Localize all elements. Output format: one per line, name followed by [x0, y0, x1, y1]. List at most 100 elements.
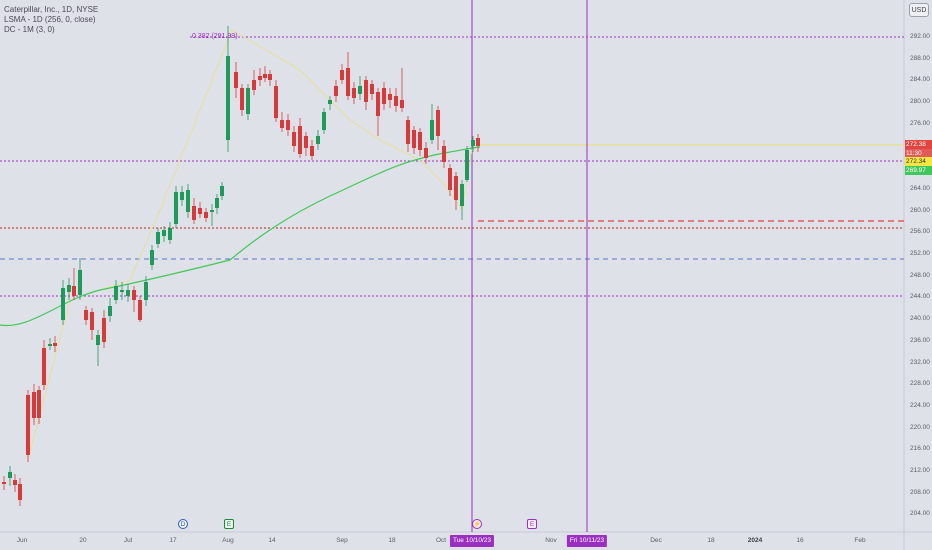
candle-body	[96, 335, 100, 345]
candle-body	[72, 286, 76, 296]
candle-body	[465, 150, 469, 180]
candle-body	[316, 136, 320, 144]
candle-body	[376, 92, 380, 116]
candle-body	[352, 88, 356, 98]
price-tick-label: 204.00	[910, 510, 930, 518]
currency-button[interactable]: USD	[909, 3, 929, 17]
candle-body	[358, 86, 362, 94]
candle-body	[215, 198, 219, 208]
time-tick-label: Feb	[854, 537, 866, 544]
candle-body	[162, 230, 166, 236]
price-tick-label: 264.00	[910, 184, 930, 192]
candle-body	[418, 132, 422, 150]
time-tick-label: 17	[169, 537, 177, 544]
candle-body	[304, 136, 308, 148]
marker-date-label: Fri 10/11/23	[566, 535, 608, 547]
candle-body	[258, 76, 262, 80]
earnings-upcoming-icon[interactable]: E	[527, 519, 537, 529]
indicator-dc[interactable]: DC - 1M (3, 0)	[4, 25, 55, 34]
candle-body	[412, 130, 416, 148]
candle-body	[406, 120, 410, 144]
dc-value-label: 269.97	[905, 166, 932, 175]
candle-body	[382, 88, 386, 104]
time-tick-label: Jun	[16, 537, 28, 544]
candle-body	[204, 212, 208, 218]
candle-body	[48, 344, 52, 346]
donchian-upper-line	[27, 29, 479, 461]
candle-body	[476, 138, 480, 146]
candle-body	[454, 176, 458, 200]
price-tick-label: 216.00	[910, 445, 930, 453]
indicator-lsma[interactable]: LSMA - 1D (256, 0, close)	[4, 15, 96, 24]
lsma-value-label: 272.34	[905, 157, 932, 166]
price-tick-label: 240.00	[910, 315, 930, 323]
candle-body	[322, 112, 326, 130]
candle-body	[298, 126, 302, 154]
candle-body	[102, 318, 106, 342]
time-tick-label: Aug	[222, 537, 234, 544]
price-tick-label: 224.00	[910, 401, 930, 409]
candle-body	[310, 146, 314, 156]
candle-body	[400, 100, 404, 108]
lsma-curve	[0, 146, 481, 327]
price-tick-label: 280.00	[910, 98, 930, 106]
candle-body	[448, 168, 452, 190]
time-tick-label: 2024	[747, 537, 763, 544]
flash-event-icon[interactable]: ⚡	[472, 519, 482, 529]
candle-body	[424, 148, 428, 158]
candle-body	[263, 74, 267, 78]
candle-body	[67, 285, 71, 292]
price-tick-label: 252.00	[910, 250, 930, 257]
price-tick-label: 288.00	[910, 54, 930, 62]
candle-body	[252, 80, 256, 90]
dividend-event-icon[interactable]: D	[178, 519, 188, 529]
candle-body	[364, 80, 368, 102]
candle-body	[13, 480, 17, 485]
candle-body	[286, 120, 290, 130]
chart-legend: Caterpillar, Inc., 1D, NYSE LSMA - 1D (2…	[4, 5, 98, 35]
price-tick-label: 208.00	[910, 488, 930, 496]
candle-body	[138, 300, 142, 320]
price-tick-label: 232.00	[910, 358, 930, 366]
price-tick-label: 212.00	[910, 467, 930, 474]
candle-body	[2, 482, 6, 484]
candle-body	[186, 190, 190, 212]
candle-body	[120, 290, 124, 292]
candle-body	[144, 282, 148, 300]
symbol-title[interactable]: Caterpillar, Inc., 1D, NYSE	[4, 5, 99, 14]
candle-body	[268, 74, 272, 80]
candle-body	[292, 132, 296, 146]
time-tick-label: Oct	[435, 537, 447, 544]
candle-body	[108, 306, 112, 316]
candle-body	[26, 395, 30, 455]
candle-body	[442, 146, 446, 162]
earnings-event-icon[interactable]: E	[224, 519, 234, 529]
candle-body	[226, 56, 230, 140]
candle-body	[42, 348, 46, 385]
candle-body	[370, 84, 374, 94]
candle-body	[156, 232, 160, 244]
candle-body	[388, 94, 392, 100]
candle-body	[132, 290, 136, 300]
candle-body	[220, 186, 224, 196]
candle-body	[53, 343, 57, 346]
price-tick-label: 276.00	[910, 119, 930, 127]
candle-body	[84, 310, 88, 320]
candle-body	[61, 288, 65, 320]
price-tick-label: 260.00	[910, 206, 930, 214]
price-tick-label: 256.00	[910, 228, 930, 236]
candle-body	[246, 88, 250, 114]
candle-body	[37, 390, 41, 418]
candle-body	[280, 120, 284, 128]
price-tick-label: 244.00	[910, 293, 930, 301]
time-tick-label: 16	[796, 537, 804, 544]
candle-body	[114, 286, 118, 300]
time-tick-label: 18	[707, 537, 715, 544]
price-tick-label: 248.00	[910, 271, 930, 279]
candle-body	[198, 208, 202, 214]
candle-body	[234, 72, 238, 88]
time-tick-label: 14	[268, 537, 276, 544]
countdown-label: 11:30	[905, 149, 932, 158]
candle-body	[210, 210, 214, 212]
